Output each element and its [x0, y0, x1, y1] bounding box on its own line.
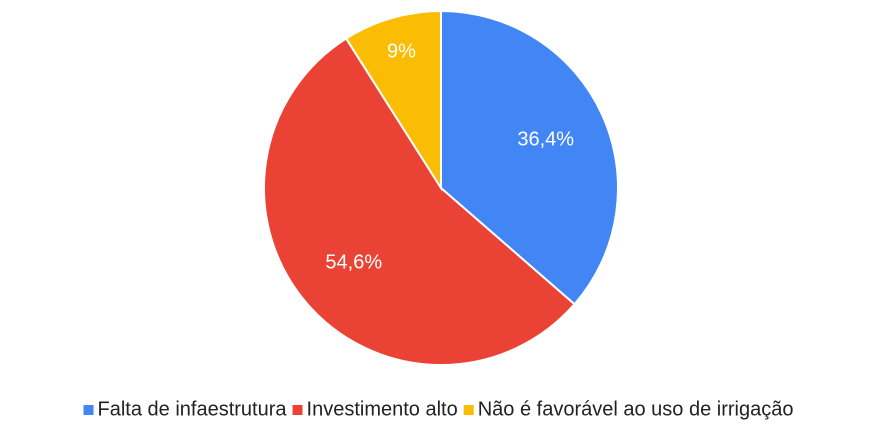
legend-label: Não é favorável ao uso de irrigação	[478, 398, 794, 420]
legend-label: Falta de infaestrutura	[98, 398, 288, 420]
legend-swatch	[83, 405, 94, 415]
legend: Falta de infaestrutura Investimento alto N…	[83, 398, 794, 420]
data-label: 36,4%	[517, 129, 574, 151]
data-label: 9%	[387, 40, 416, 62]
legend-swatch	[292, 405, 303, 415]
legend-swatch	[463, 405, 474, 415]
data-label: 54,6%	[325, 251, 382, 273]
pie-slice	[440, 9, 619, 306]
pie-slice	[344, 9, 442, 192]
pie-slice	[263, 37, 576, 366]
legend-label: Investimento alto	[307, 398, 458, 420]
